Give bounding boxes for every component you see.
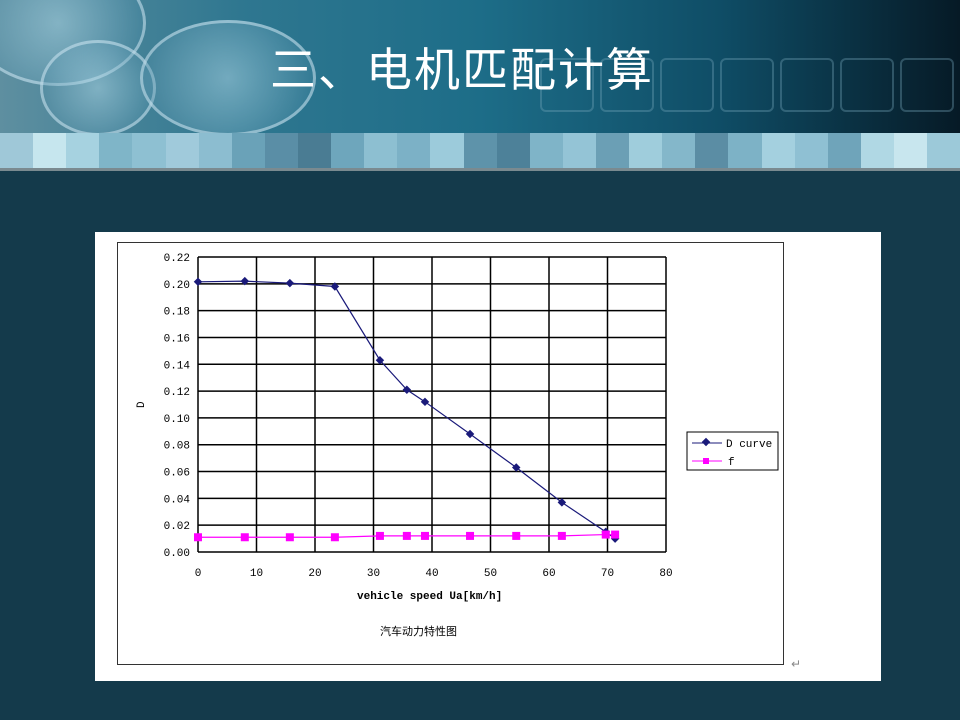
y-tick-label: 0.12 [164, 387, 190, 399]
x-axis-label: vehicle speed Ua[km/h] [357, 591, 502, 603]
f-point [557, 531, 566, 540]
chart-frame [117, 242, 784, 665]
y-tick-label: 0.18 [164, 307, 190, 319]
decorative-color-strip [0, 133, 960, 168]
series-line-f [198, 533, 616, 538]
f-point [194, 533, 202, 542]
legend-f-marker [703, 458, 709, 464]
legend-d-label: D curve [726, 439, 772, 451]
f-point [512, 531, 521, 540]
y-tick-label: 0.04 [164, 494, 191, 506]
series-line-d-curve [197, 280, 616, 540]
x-tick-label: 40 [425, 568, 438, 580]
divider [0, 168, 960, 171]
y-axis-label: D [136, 401, 148, 408]
legend-d-marker [701, 437, 711, 447]
d-curve-point [402, 385, 412, 394]
x-tick-label: 0 [195, 568, 202, 580]
return-mark: ↵ [791, 657, 802, 671]
y-tick-label: 0.06 [164, 468, 190, 480]
f-point [420, 531, 429, 540]
x-tick-label: 10 [250, 568, 263, 580]
chart-title: 汽车动力特性图 [380, 624, 457, 638]
d-curve-point [465, 429, 475, 439]
d-curve-point [511, 463, 521, 472]
x-tick-label: 60 [542, 568, 555, 580]
slide-title: 三、电机匹配计算 [270, 43, 654, 97]
f-point [375, 531, 384, 540]
y-tick-label: 0.14 [164, 360, 191, 372]
f-point [601, 530, 610, 539]
d-curve-point [420, 397, 430, 407]
f-point [466, 531, 475, 540]
x-tick-label: 70 [601, 568, 614, 580]
f-point [611, 530, 620, 539]
x-tick-label: 30 [367, 568, 380, 580]
y-tick-label: 0.00 [164, 548, 190, 560]
slide-header: 三、电机匹配计算 [0, 0, 960, 136]
x-tick-label: 80 [659, 568, 672, 580]
d-curve-point [330, 282, 340, 291]
y-tick-label: 0.10 [164, 414, 190, 426]
f-point [330, 533, 339, 542]
f-point [402, 531, 411, 540]
legend: D curve f [686, 431, 779, 471]
f-point [285, 533, 294, 542]
x-tick-label: 50 [484, 568, 497, 580]
d-curve-point [285, 278, 295, 288]
d-curve-point [240, 276, 250, 286]
f-point [240, 533, 249, 542]
y-tick-label: 0.08 [164, 441, 190, 453]
d-curve-point [557, 498, 567, 507]
legend-f-label: f [728, 457, 735, 469]
x-tick-label: 20 [308, 568, 321, 580]
y-tick-label: 0.02 [164, 521, 190, 533]
y-tick-label: 0.16 [164, 333, 190, 345]
y-tick-label: 0.20 [164, 280, 190, 292]
petri-dish-image [140, 20, 316, 136]
d-curve-point [193, 277, 203, 287]
d-curve-point [375, 356, 385, 365]
y-tick-label: 0.22 [164, 253, 190, 265]
